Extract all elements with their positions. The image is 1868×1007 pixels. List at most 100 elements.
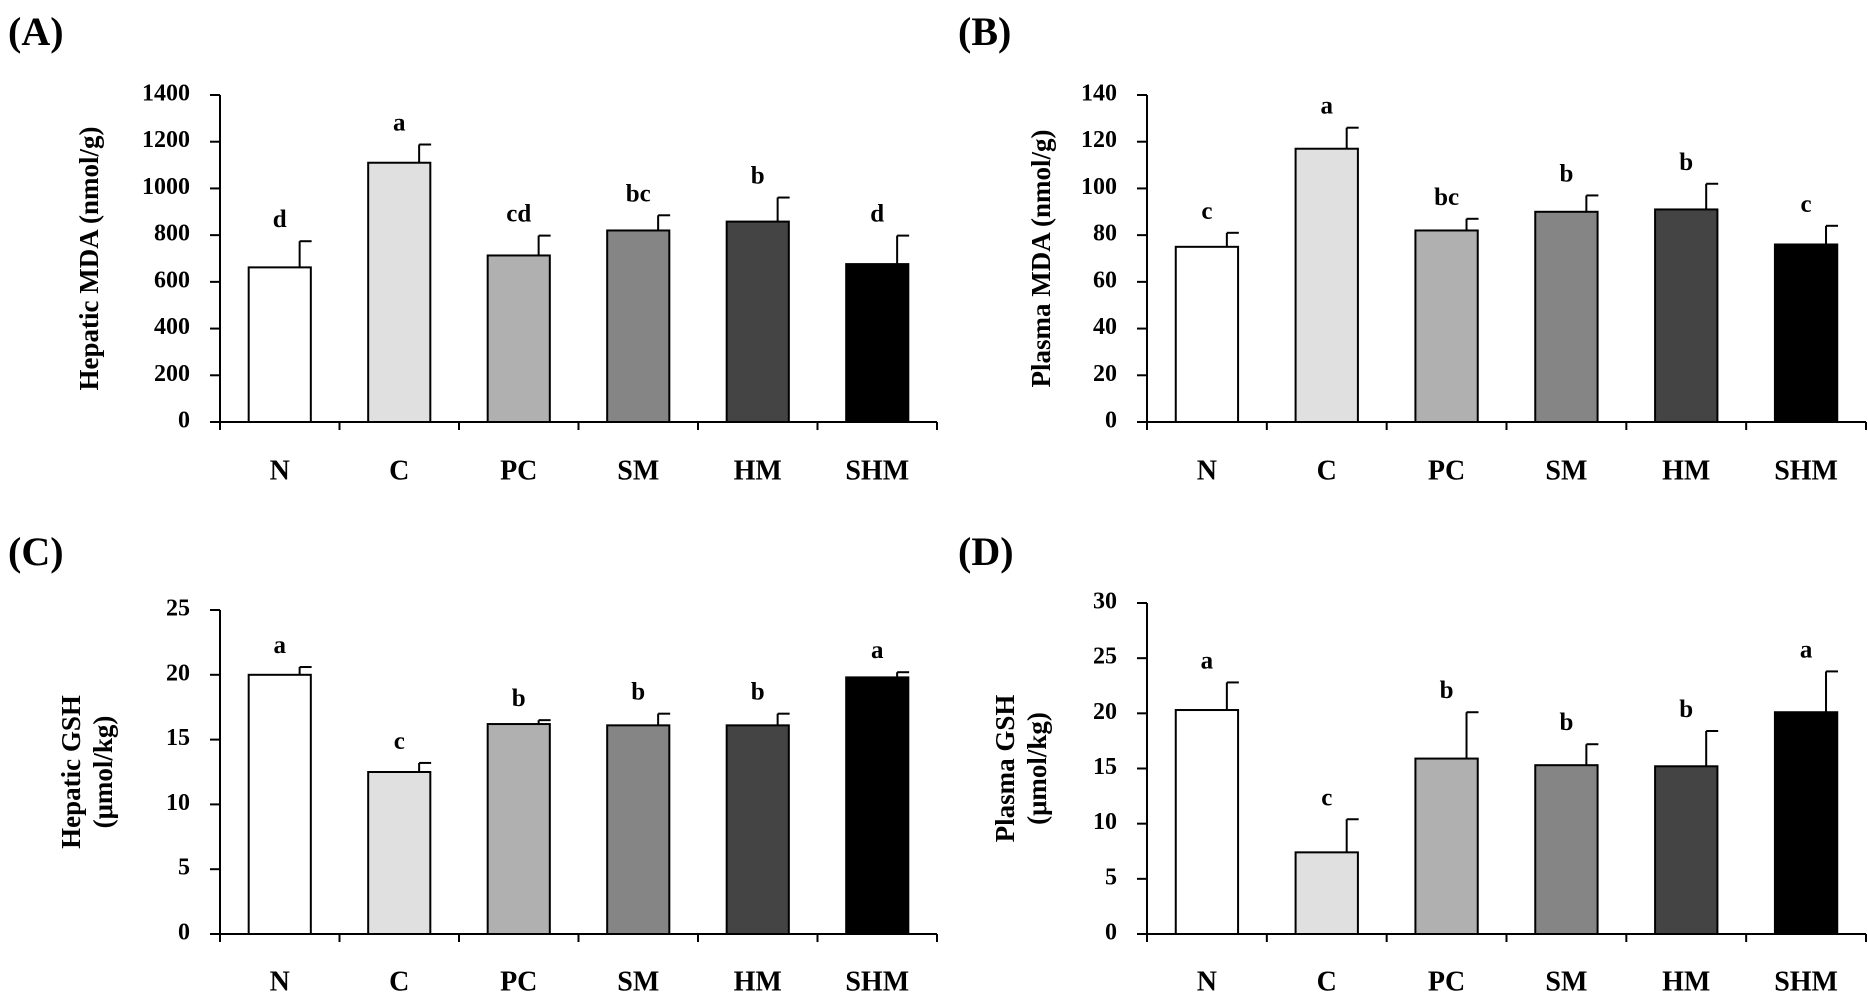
significance-label: bc <box>1434 184 1459 211</box>
y-axis-title: Plasma GSH(μmol/kg) <box>990 695 1052 843</box>
y-tick-label: 1400 <box>142 81 190 107</box>
x-category-label: SHM <box>845 966 909 997</box>
y-axis-title-line: Plasma GSH <box>990 695 1020 843</box>
y-tick-label: 120 <box>1081 127 1117 153</box>
y-axis-title: Hepatic MDA (nmol/g) <box>74 127 104 391</box>
y-axis-title-line: Hepatic GSH <box>56 695 86 849</box>
bar-n <box>1174 245 1240 423</box>
x-category-label: PC <box>1428 966 1465 997</box>
significance-label: a <box>1800 636 1813 663</box>
bar-c <box>367 771 432 935</box>
y-axis-title-line: (μmol/kg) <box>1022 712 1052 825</box>
y-tick-label: 30 <box>1093 589 1117 615</box>
significance-label: c <box>1201 198 1212 225</box>
y-tick-label: 25 <box>1093 644 1117 670</box>
x-category-label: SM <box>1545 455 1587 486</box>
significance-label: b <box>751 679 765 706</box>
y-tick-label: 5 <box>178 855 190 881</box>
panel-label: (C) <box>8 529 64 574</box>
bar-n <box>247 673 312 935</box>
significance-label: b <box>1679 696 1693 723</box>
bar-hm <box>1654 208 1719 423</box>
bar-shm <box>1773 243 1839 423</box>
bar-c <box>1294 147 1359 423</box>
significance-label: b <box>512 685 526 712</box>
y-tick-label: 400 <box>154 314 190 340</box>
y-tick-label: 1200 <box>142 127 190 153</box>
significance-label: d <box>273 206 287 233</box>
y-tick-label: 40 <box>1093 314 1117 340</box>
x-category-label: HM <box>734 455 782 486</box>
x-category-label: SHM <box>845 455 909 486</box>
y-tick-label: 0 <box>178 920 190 946</box>
y-tick-label: 200 <box>154 361 190 387</box>
bar-pc <box>486 723 551 935</box>
significance-label: b <box>751 163 765 190</box>
y-tick-label: 0 <box>178 408 190 434</box>
y-tick-label: 25 <box>166 596 190 622</box>
y-tick-label: 140 <box>1081 81 1117 107</box>
bar-shm <box>1773 711 1839 935</box>
significance-label: c <box>1801 191 1812 218</box>
significance-label: a <box>871 637 884 664</box>
y-tick-label: 15 <box>166 725 190 751</box>
x-category-label: SM <box>617 966 659 997</box>
x-category-label: HM <box>734 966 782 997</box>
bar-n <box>1174 709 1240 935</box>
y-tick-label: 100 <box>1081 174 1117 200</box>
significance-label: cd <box>506 201 531 228</box>
x-category-label: SM <box>1545 966 1587 997</box>
significance-label: b <box>1440 677 1454 704</box>
x-category-label: SHM <box>1774 966 1838 997</box>
x-category-label: SHM <box>1774 455 1838 486</box>
x-category-label: C <box>389 966 409 997</box>
y-tick-label: 1000 <box>142 174 190 200</box>
bar-sm <box>606 229 671 423</box>
y-tick-label: 20 <box>1093 361 1117 387</box>
x-category-label: C <box>389 455 409 486</box>
bar-c <box>1294 851 1359 935</box>
x-category-label: HM <box>1662 455 1710 486</box>
chart-panel-b: (B) 0 20 40 60 80 100 120 140 Plasma MDA (nmol/g)… <box>958 9 1867 486</box>
bar-hm <box>725 220 790 423</box>
bar-sm <box>1534 764 1599 935</box>
y-tick-label: 800 <box>154 221 190 247</box>
y-tick-label: 10 <box>1093 809 1117 835</box>
x-category-label: PC <box>500 966 537 997</box>
significance-label: b <box>1559 160 1573 187</box>
significance-label: c <box>1321 784 1332 811</box>
bar-hm <box>1654 765 1719 935</box>
x-category-label: N <box>270 455 290 486</box>
y-axis-title-line: Hepatic MDA (nmol/g) <box>74 127 104 391</box>
chart-panel-a: (A) 0 200 400 600 800 1000 1200 1400 Hepatic MDA … <box>8 9 938 486</box>
bar-pc <box>1414 757 1479 935</box>
significance-label: b <box>1559 709 1573 736</box>
y-tick-label: 0 <box>1105 920 1117 946</box>
bar-shm <box>845 676 910 936</box>
y-tick-label: 20 <box>1093 699 1117 725</box>
x-category-label: HM <box>1662 966 1710 997</box>
x-category-label: N <box>1197 966 1217 997</box>
bar-n <box>247 266 312 423</box>
x-category-label: N <box>1197 455 1217 486</box>
y-tick-label: 60 <box>1093 267 1117 293</box>
significance-label: d <box>870 201 884 228</box>
x-category-label: C <box>1317 966 1337 997</box>
significance-label: b <box>1679 149 1693 176</box>
y-tick-label: 0 <box>1105 408 1117 434</box>
panel-label: (A) <box>8 9 64 54</box>
bar-pc <box>486 254 551 423</box>
x-category-label: N <box>270 966 290 997</box>
bar-sm <box>606 724 671 935</box>
y-tick-label: 80 <box>1093 221 1117 247</box>
y-tick-label: 600 <box>154 267 190 293</box>
significance-label: a <box>393 110 406 137</box>
y-axis-title-line: (μmol/kg) <box>88 716 118 829</box>
y-axis-title-line: Plasma MDA (nmol/g) <box>1026 130 1056 388</box>
x-category-label: C <box>1317 455 1337 486</box>
bar-sm <box>1534 210 1599 423</box>
y-tick-label: 15 <box>1093 754 1117 780</box>
significance-label: c <box>394 728 405 755</box>
